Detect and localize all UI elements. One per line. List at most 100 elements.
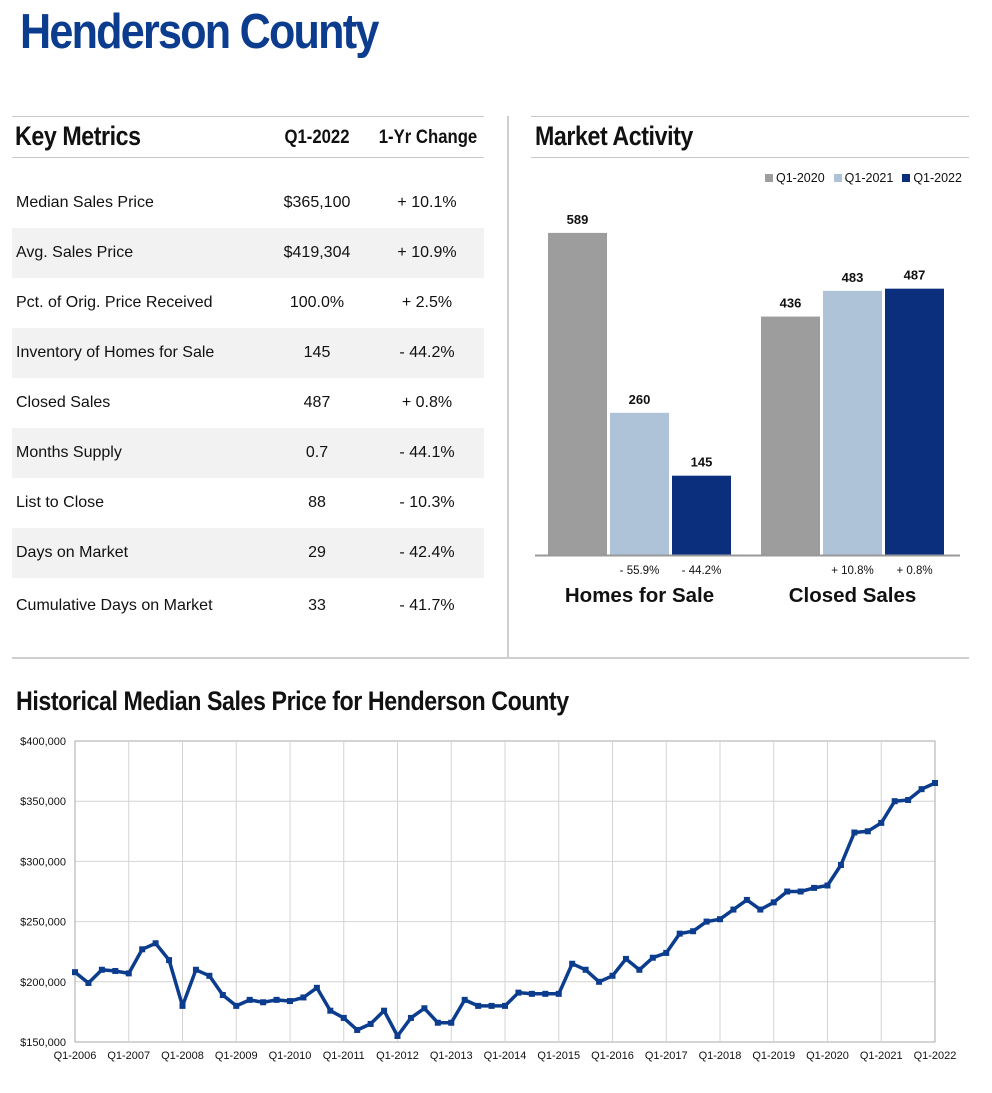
page-title: Henderson County — [20, 5, 379, 59]
data-point — [502, 1002, 508, 1009]
metric-label: Months Supply — [16, 444, 122, 461]
col-head-change: 1-Yr Change — [378, 127, 478, 148]
bar-closed-sales-q1-2020 — [761, 316, 820, 555]
data-point — [784, 888, 791, 895]
data-point — [313, 984, 320, 991]
data-point — [179, 1002, 186, 1009]
y-tick-label: $250,000 — [20, 917, 66, 929]
legend-swatch — [765, 174, 773, 182]
market-activity-top-rule — [531, 116, 969, 117]
bar-change-label: - 44.2% — [682, 565, 722, 577]
y-tick-label: $150,000 — [20, 1037, 66, 1049]
bar-homes-for-sale-q1-2020 — [548, 232, 607, 555]
x-tick-label: Q1-2017 — [645, 1050, 688, 1062]
metric-label: Closed Sales — [16, 394, 111, 411]
data-point — [394, 1032, 401, 1039]
data-point — [206, 972, 213, 979]
metric-value: 487 — [303, 394, 331, 411]
x-tick-label: Q1-2010 — [269, 1050, 312, 1062]
data-point — [98, 966, 105, 973]
bar-value-label: 436 — [780, 296, 802, 311]
data-point — [112, 967, 119, 974]
data-point — [72, 969, 78, 976]
data-point — [461, 996, 468, 1003]
data-point — [676, 930, 683, 937]
data-point — [475, 1002, 482, 1009]
y-tick-label: $200,000 — [20, 977, 66, 989]
x-tick-label: Q1-2022 — [914, 1050, 957, 1062]
y-tick-label: $350,000 — [20, 796, 66, 808]
data-point — [448, 1019, 455, 1026]
metric-change: - 10.3% — [399, 494, 455, 511]
metric-label: Pct. of Orig. Price Received — [16, 294, 213, 311]
metric-row-cumulative-dom: Cumulative Days on Market 33 - 41.7% — [12, 578, 484, 634]
x-tick-label: Q1-2020 — [806, 1050, 849, 1062]
metric-row-list-to-close: List to Close 88 - 10.3% — [12, 478, 484, 528]
legend-swatch — [833, 174, 842, 182]
metric-change: + 10.9% — [397, 244, 457, 261]
x-tick-label: Q1-2011 — [323, 1050, 365, 1062]
data-point — [219, 992, 226, 999]
data-point — [797, 888, 804, 895]
panel-divider-horizontal — [12, 657, 969, 659]
data-point — [407, 1014, 414, 1021]
data-point — [273, 996, 280, 1003]
data-point — [730, 906, 737, 913]
data-point — [515, 989, 522, 996]
metric-value: 29 — [308, 544, 326, 561]
data-point — [85, 980, 92, 987]
y-tick-label: $400,000 — [20, 736, 66, 748]
data-point — [569, 960, 576, 967]
metric-row-closed-sales: Closed Sales 487 + 0.8% — [12, 378, 484, 428]
data-point — [488, 1002, 495, 1009]
metric-change: + 0.8% — [401, 394, 453, 411]
x-tick-label: Q1-2019 — [752, 1050, 795, 1062]
data-point — [582, 966, 589, 973]
x-tick-label: Q1-2013 — [430, 1050, 473, 1062]
col-head-period: Q1-2022 — [284, 127, 350, 148]
metric-label: List to Close — [16, 494, 105, 511]
data-point — [703, 918, 710, 925]
data-point — [891, 798, 898, 805]
x-tick-label: Q1-2007 — [107, 1050, 150, 1062]
legend-label: Q1-2022 — [913, 171, 962, 185]
bar-category-label: Homes for Sale — [565, 584, 714, 607]
data-point — [233, 1002, 240, 1009]
data-point — [192, 966, 199, 973]
metric-label: Cumulative Days on Market — [16, 597, 213, 614]
metric-row-inventory: Inventory of Homes for Sale 145 - 44.2% — [12, 328, 484, 378]
bar-homes-for-sale-q1-2021 — [610, 412, 669, 555]
data-point — [824, 882, 831, 889]
legend-swatch — [902, 174, 911, 182]
market-activity-header-rule — [531, 157, 969, 158]
legend-item-q1-2021: Q1-2021 — [833, 171, 893, 185]
data-point — [932, 780, 938, 787]
data-point — [260, 999, 267, 1006]
bar-value-label: 487 — [904, 268, 926, 283]
data-point — [609, 972, 616, 979]
metric-row-pct-orig-price: Pct. of Orig. Price Received 100.0% + 2.… — [12, 278, 484, 328]
x-tick-label: Q1-2008 — [161, 1050, 204, 1062]
data-point — [287, 998, 293, 1005]
data-point — [905, 796, 912, 803]
key-metrics-title: Key Metrics — [15, 121, 141, 151]
metric-change: + 10.1% — [397, 194, 457, 211]
metric-label: Avg. Sales Price — [16, 244, 134, 261]
data-point — [555, 990, 562, 997]
bar-value-label: 589 — [567, 212, 589, 227]
data-point — [864, 828, 871, 835]
data-point — [367, 1020, 374, 1027]
panel-divider-vertical — [507, 116, 509, 658]
data-point — [542, 990, 549, 997]
metric-row-median-sales-price: Median Sales Price $365,100 + 10.1% — [12, 178, 484, 228]
data-point — [381, 1007, 388, 1014]
data-point — [125, 970, 132, 977]
data-point — [596, 978, 603, 985]
data-point — [421, 1005, 428, 1012]
x-tick-label: Q1-2014 — [484, 1050, 527, 1062]
metric-change: + 2.5% — [401, 294, 453, 311]
data-point — [327, 1007, 334, 1014]
historical-median-price-chart: $150,000 $200,000 $250,000 $300,000 $350,000… — [20, 736, 957, 1062]
y-tick-label: $300,000 — [20, 856, 66, 868]
data-point — [757, 906, 764, 913]
